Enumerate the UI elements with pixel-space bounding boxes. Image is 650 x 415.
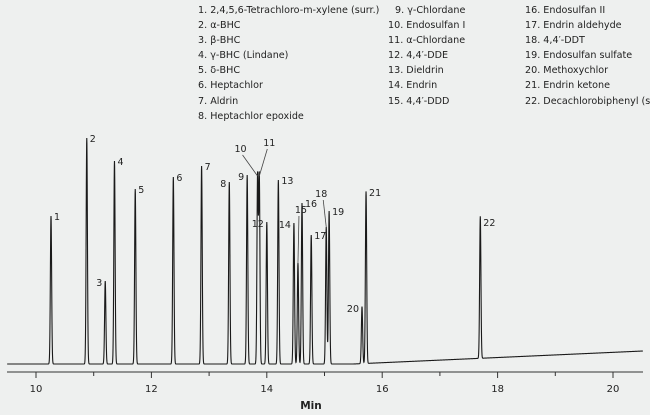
legend-entry: 10. Endosulfan I [388,20,466,32]
legend-entry: 4. γ-BHC (Lindane) [198,50,289,62]
legend-entry: 13. Dieldrin [388,65,444,77]
chromatogram-trace [7,137,643,365]
legend-entry: 17. Endrin aldehyde [525,20,622,32]
peak-label: 6 [176,173,182,184]
peak-label: 17 [314,231,326,242]
legend-entry: 1. 2,4,5,6-Tetrachloro-m-xylene (surr.) [198,5,380,16]
peak-label: 11 [263,138,275,149]
legend-entry: 22. Decachlorobiphenyl (surr.) [525,95,650,107]
x-tick-label: 18 [491,384,504,395]
peak-label: 14 [279,220,291,231]
x-axis-label: Min [300,400,322,412]
legend-entry: 15. 4,4′-DDD [388,95,450,107]
legend-entry: 20. Methoxychlor [525,65,609,77]
peak-label: 1 [54,212,60,223]
legend-entry: 2. α-BHC [198,20,241,32]
peak-label: 3 [96,278,102,289]
peak-label: 7 [205,162,211,173]
peak-label: 13 [281,176,293,187]
legend-entry: 7. Aldrin [198,95,239,107]
peak-label: 16 [305,199,317,210]
legend-entry: 3. β-BHC [198,35,241,47]
peak-label: 21 [369,188,381,199]
peak-leader-line [242,154,258,177]
legend-entry: 8. Heptachlor epoxide [198,110,304,122]
legend-entry: 19. Endosulfan sulfate [525,50,633,62]
peak-label: 20 [347,304,359,315]
legend-entry: 12. 4,4′-DDE [388,50,449,62]
peak-label: 5 [138,185,144,196]
legend-entry: 21. Endrin ketone [525,80,611,92]
peak-label: 4 [117,157,123,168]
peak-label: 15 [295,205,307,216]
legend-column-2: 9. γ-Chlordane 10. Endosulfan I 11. α-Ch… [388,3,465,109]
peak-label: 12 [252,219,264,230]
legend-entry: 11. α-Chlordane [388,35,466,47]
x-tick-label: 12 [145,384,158,395]
peak-label: 10 [235,144,247,155]
x-tick-label: 14 [260,384,273,395]
legend-column-1: 1. 2,4,5,6-Tetrachloro-m-xylene (surr.) … [198,3,379,124]
legend-column-3: 16. Endosulfan II 17. Endrin aldehyde 18… [525,3,650,109]
peak-label: 9 [238,172,244,183]
peak-label: 2 [90,134,96,145]
peak-leader-line [297,215,300,264]
peak-label: 18 [315,189,327,200]
peak-leader-line [322,199,327,228]
x-tick-label: 20 [607,384,620,395]
peak-leader-line [258,148,268,177]
peak-label: 22 [483,218,495,229]
legend-entry: 5. δ-BHC [198,65,241,77]
peak-label: 19 [332,207,344,218]
legend-entry: 16. Endosulfan II [525,5,606,16]
legend-entry: 6. Heptachlor [198,80,263,92]
x-tick-label: 10 [30,384,43,395]
legend-entry: 14. Endrin [388,80,438,92]
legend-entry: 9. γ-Chlordane [395,5,466,16]
legend-entry: 18. 4,4′-DDT [525,35,585,47]
x-tick-label: 16 [376,384,389,395]
peak-label: 8 [220,179,226,190]
